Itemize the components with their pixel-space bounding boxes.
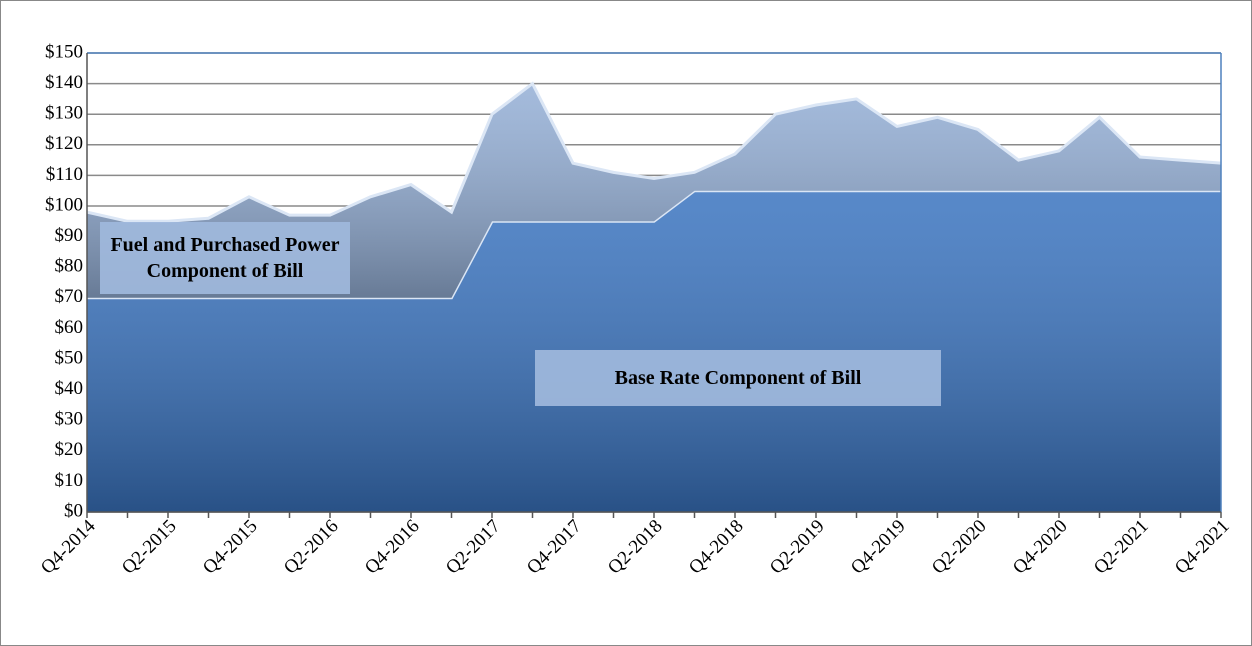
x-tick-label: Q4-2017 [523,516,586,579]
y-tick-label: $20 [55,439,84,460]
y-tick-label: $70 [55,286,84,307]
y-tick-label: $90 [55,225,84,246]
x-tick-label: Q4-2018 [685,516,748,579]
y-tick-label: $150 [45,41,83,62]
x-tick-label: Q4-2014 [37,515,100,578]
x-tick-label: Q2-2018 [604,516,667,579]
x-tick-label: Q2-2019 [766,516,829,579]
y-tick-label: $0 [64,500,83,521]
y-tick-label: $60 [55,317,84,338]
area-shade [87,83,1221,298]
area-edge [86,81,1222,223]
annotation: Base Rate Component of Bill [535,350,941,406]
y-tick-label: $10 [55,470,84,491]
y-tick-label: $100 [45,194,83,215]
x-tick-label: Q4-2019 [847,516,910,579]
x-tick-label: Q4-2020 [1009,516,1072,579]
y-tick-label: $130 [45,103,83,124]
y-tick-label: $140 [45,72,83,93]
x-tick-label: Q2-2017 [442,516,505,579]
y-tick-label: $80 [55,256,84,277]
y-tick-label: $50 [55,347,84,368]
x-tick-label: Q2-2015 [118,516,181,579]
y-tick-label: $110 [46,164,83,185]
x-tick-label: Q2-2016 [280,516,343,579]
y-tick-label: $40 [55,378,84,399]
x-tick-label: Q4-2016 [361,516,424,579]
y-tick-label: $30 [55,409,84,430]
x-tick-label: Q4-2015 [199,516,262,579]
x-tick-label: Q2-2021 [1090,516,1153,579]
x-tick-label: Q2-2020 [928,516,991,579]
y-tick-label: $120 [45,133,83,154]
annotation: Fuel and Purchased Power Component of Bi… [100,222,350,294]
x-tick-label: Q4-2021 [1171,516,1234,579]
